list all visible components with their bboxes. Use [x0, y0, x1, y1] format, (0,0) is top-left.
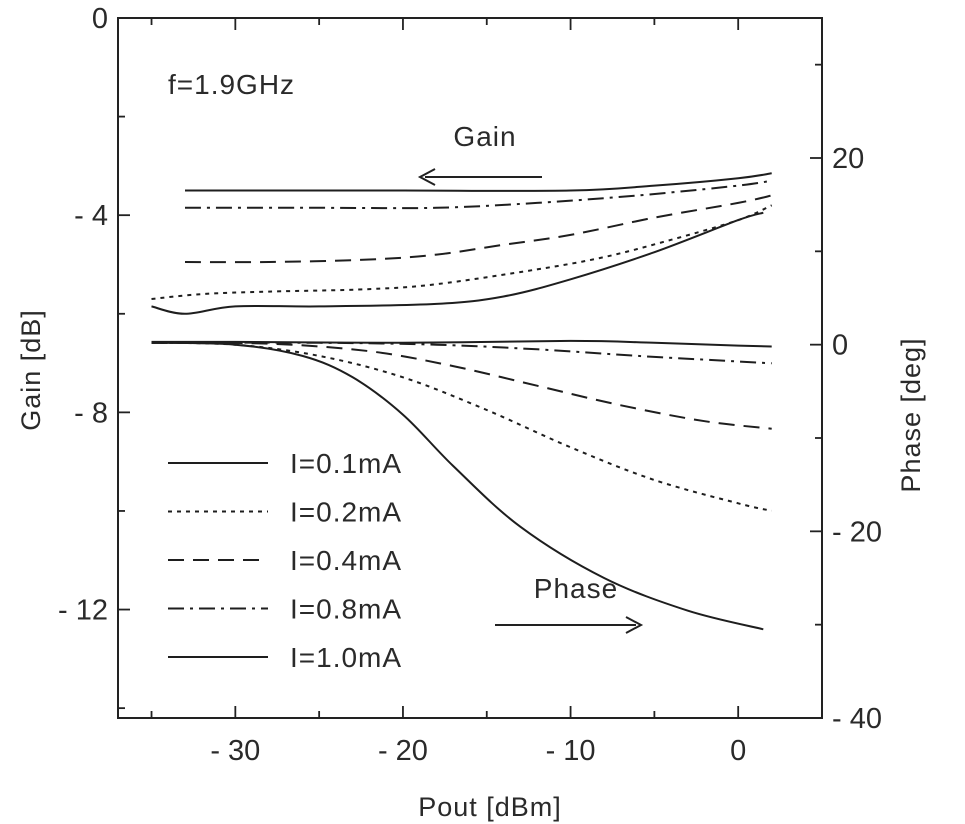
series-lines	[151, 172, 773, 631]
y-left-tick-label: - 4	[74, 200, 108, 232]
x-tick-label: - 10	[546, 735, 596, 767]
axis-tick-labels: - 30 - 20 - 10 0 0 - 4 - 8 - 12 20 0 - 20 - 40	[58, 3, 882, 767]
plot-frame	[117, 17, 823, 719]
x-tick-label: 0	[730, 735, 746, 767]
gain-line-series-5	[151, 211, 764, 315]
phase-arrow	[495, 616, 644, 634]
y-left-tick-label: - 8	[74, 397, 108, 429]
legend-label-series-4: I=0.8mA	[290, 594, 402, 625]
y-left-axis-title: Gain [dB]	[16, 309, 46, 431]
phase-line-series-1	[151, 339, 772, 348]
gain-line-series-2	[151, 204, 773, 300]
y-right-tick-label: - 20	[832, 516, 882, 548]
y-right-tick-label: - 40	[832, 703, 882, 735]
phase-line-series-4	[151, 341, 772, 365]
phase-line-series-5	[151, 341, 764, 631]
x-axis-title: Pout [dBm]	[418, 792, 562, 822]
gain-line-series-1	[185, 172, 772, 192]
gain-line-series-4	[184, 179, 772, 210]
legend-label-series-1: I=0.1mA	[290, 448, 402, 479]
legend-label-series-2: I=0.2mA	[290, 497, 402, 528]
y-right-tick-label: 0	[832, 330, 848, 362]
y-right-axis-title: Phase [deg]	[896, 337, 926, 492]
axis-ticks	[118, 17, 823, 719]
phase-line-series-2	[151, 341, 772, 512]
gain-annotation-label: Gain	[453, 121, 516, 152]
x-tick-label: - 20	[378, 735, 428, 767]
phase-line-series-3	[151, 341, 772, 430]
frequency-annotation: f=1.9GHz	[168, 69, 295, 100]
legend-label-series-3: I=0.4mA	[290, 545, 402, 576]
gain-line-series-3	[184, 194, 772, 264]
gain-arrow	[417, 168, 542, 186]
y-left-tick-label: - 12	[58, 595, 108, 627]
x-tick-label: - 30	[210, 735, 260, 767]
y-left-tick-label: 0	[92, 3, 108, 35]
legend-label-series-5: I=1.0mA	[290, 642, 402, 673]
legend: I=0.1mA I=0.2mA I=0.4mA I=0.8mA I=1.0mA	[168, 448, 402, 673]
y-right-tick-label: 20	[832, 143, 864, 175]
